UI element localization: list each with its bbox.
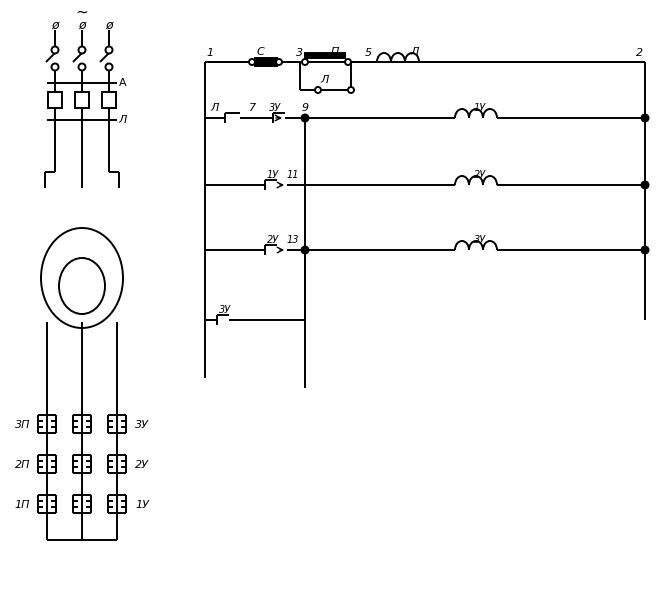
Circle shape — [276, 59, 282, 65]
Circle shape — [302, 246, 308, 254]
Text: 2У: 2У — [474, 170, 486, 180]
Ellipse shape — [59, 258, 105, 314]
Bar — [255, 58, 277, 66]
Circle shape — [105, 64, 113, 70]
Bar — [48, 92, 62, 108]
Bar — [75, 92, 89, 108]
Circle shape — [315, 87, 321, 93]
Circle shape — [79, 47, 85, 53]
Text: 1У: 1У — [474, 103, 486, 113]
Text: 2У: 2У — [267, 235, 279, 245]
Text: 3У: 3У — [474, 235, 486, 245]
Circle shape — [51, 64, 59, 70]
Circle shape — [51, 47, 59, 53]
Text: ~: ~ — [76, 4, 89, 20]
Text: 7: 7 — [250, 103, 256, 113]
Text: Л: Л — [411, 47, 419, 57]
Text: 5: 5 — [364, 48, 372, 58]
Text: 13: 13 — [287, 235, 299, 245]
Circle shape — [79, 64, 85, 70]
Text: 2: 2 — [637, 48, 643, 58]
Bar — [305, 53, 345, 58]
Circle shape — [105, 47, 113, 53]
Bar — [102, 92, 116, 108]
Text: 11: 11 — [287, 170, 299, 180]
Text: Л: Л — [211, 103, 219, 113]
Text: ø: ø — [78, 18, 86, 31]
Text: ø: ø — [51, 18, 59, 31]
Circle shape — [641, 115, 649, 121]
Text: 2П: 2П — [15, 460, 30, 470]
Text: 9: 9 — [302, 103, 308, 113]
Text: 3: 3 — [296, 48, 304, 58]
Text: 1: 1 — [206, 48, 214, 58]
Text: Л: Л — [119, 115, 127, 125]
Text: Л: Л — [321, 75, 329, 85]
Circle shape — [348, 87, 354, 93]
Ellipse shape — [41, 228, 123, 328]
Text: 1У: 1У — [267, 170, 279, 180]
Circle shape — [641, 181, 649, 189]
Text: П: П — [331, 47, 339, 57]
Text: ø: ø — [105, 18, 113, 31]
Text: С: С — [256, 47, 264, 57]
Text: А: А — [119, 78, 127, 88]
Circle shape — [302, 115, 308, 121]
Text: 1П: 1П — [15, 500, 30, 510]
Circle shape — [641, 246, 649, 254]
Text: 3У: 3У — [219, 305, 231, 315]
Text: 2У: 2У — [135, 460, 149, 470]
Text: 3У: 3У — [135, 420, 149, 430]
Text: 1У: 1У — [135, 500, 149, 510]
Circle shape — [345, 59, 351, 65]
Circle shape — [249, 59, 255, 65]
Text: 3П: 3П — [15, 420, 30, 430]
Text: 3У: 3У — [269, 103, 281, 113]
Circle shape — [302, 59, 308, 65]
